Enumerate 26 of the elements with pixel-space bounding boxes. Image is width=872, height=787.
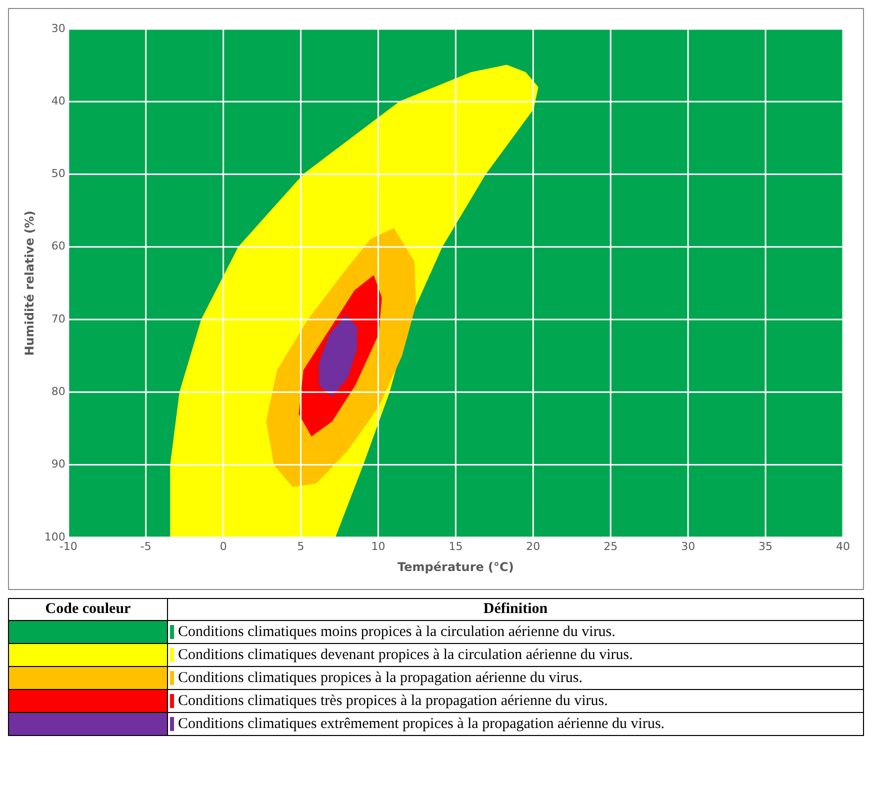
y-tick-label: 60 [51, 240, 66, 253]
text: Définition [168, 598, 864, 620]
x-tick-label: 35 [758, 540, 773, 553]
legend-label: Conditions climatiques devenant propices à la circulation aérienne du virus. [178, 646, 633, 662]
x-tick-label: 15 [448, 540, 463, 553]
y-tick-label: 40 [51, 94, 66, 108]
legend-title: Code couleur [8, 598, 168, 620]
x-tick-label: 30 [681, 540, 696, 553]
x-tick-label: 25 [604, 540, 618, 553]
y-tick-label: 70 [51, 312, 66, 326]
y-tick-label: 80 [51, 385, 66, 398]
y-tick-label: 30 [51, 22, 66, 35]
x-tick-label: 0 [220, 540, 227, 553]
legend-label: Conditions climatiques propices à la propagation aérienne du virus. [178, 670, 582, 686]
x-tick-label: -5 [140, 540, 152, 553]
y-axis-title: Humidité relative (%) [22, 210, 36, 356]
x-tick-label: 20 [526, 540, 540, 553]
y-tick-label: 50 [51, 167, 66, 180]
legend-label: Conditions climatiques très propices à la propagation aérienne du virus. [178, 692, 608, 708]
legend-label: Conditions climatiques extrêmement propices à la propagation aérienne du virus. [178, 716, 665, 732]
y-tick-label: 90 [51, 458, 66, 471]
x-tick-label: 40 [836, 540, 850, 553]
x-axis-title: Température (°C) [398, 560, 514, 574]
legend-label: Conditions climatiques moins propices à la circulation aérienne du virus. [178, 624, 616, 640]
x-tick-label: 10 [371, 540, 386, 553]
x-tick-label: 5 [297, 540, 304, 553]
